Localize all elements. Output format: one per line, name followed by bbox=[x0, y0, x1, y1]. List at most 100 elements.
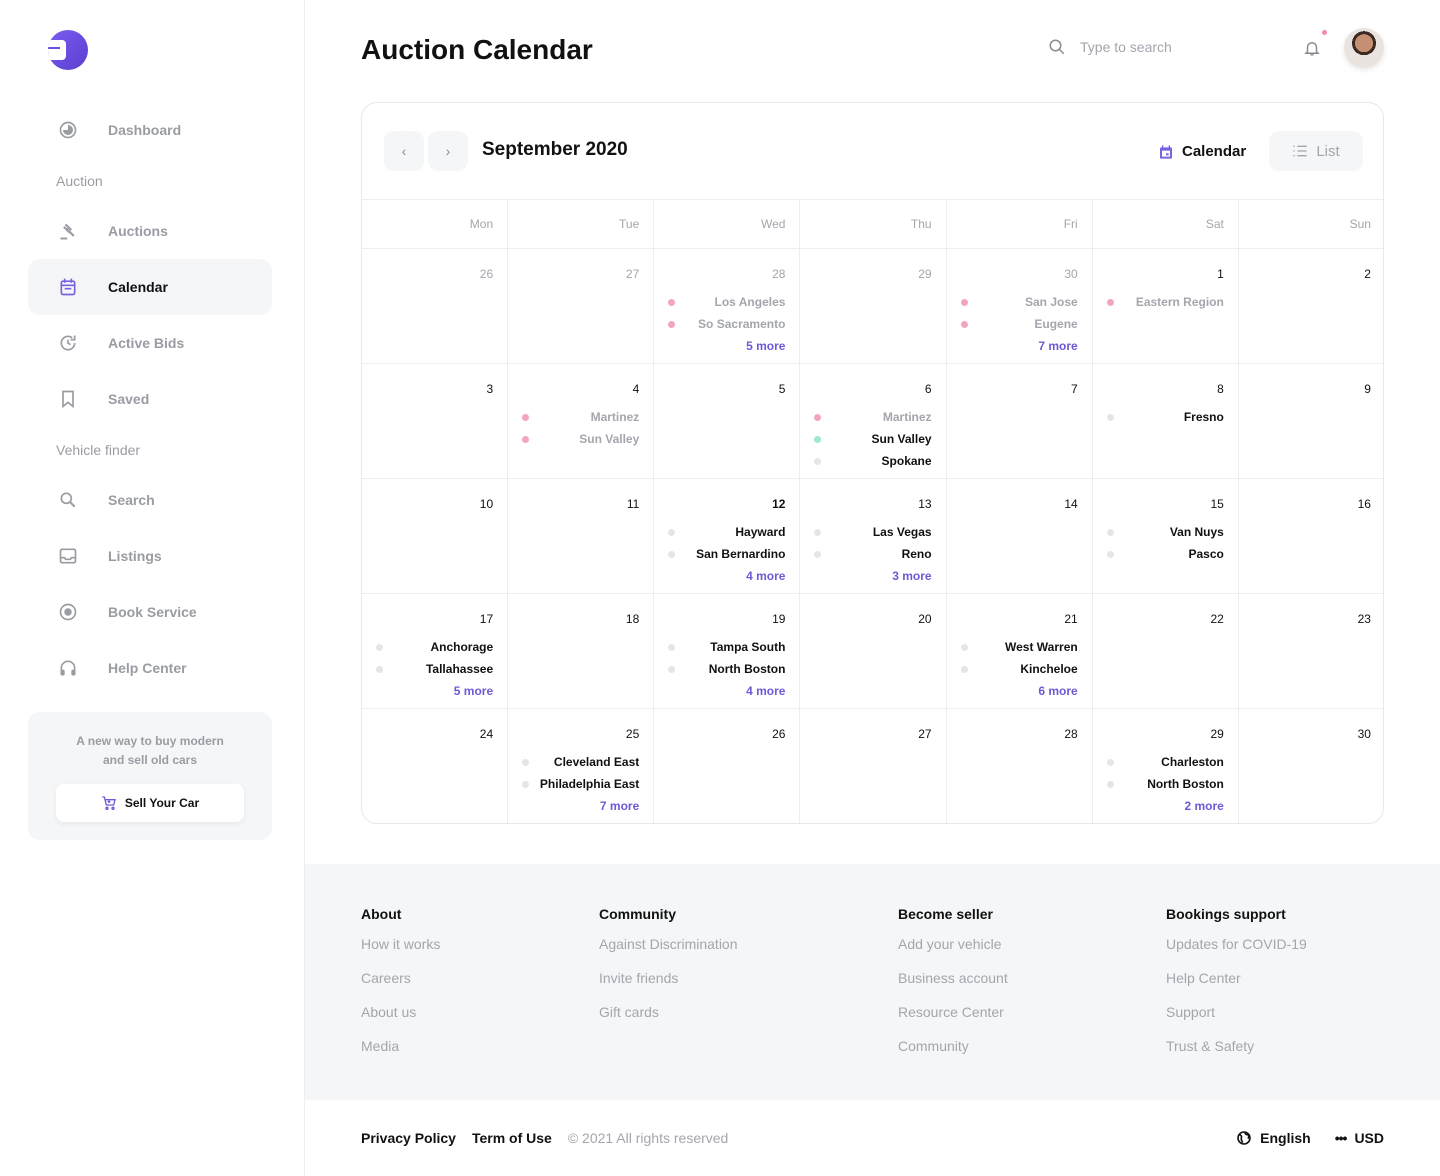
sidebar-item-dashboard[interactable]: Dashboard bbox=[28, 102, 272, 158]
day-cell[interactable]: 28 bbox=[947, 709, 1093, 823]
sidebar-item-search[interactable]: Search bbox=[28, 472, 272, 528]
terms-link[interactable]: Term of Use bbox=[471, 1130, 552, 1146]
sidebar-item-help-center[interactable]: Help Center bbox=[28, 640, 272, 696]
sidebar-item-auctions[interactable]: Auctions bbox=[28, 203, 272, 259]
auction-event[interactable]: Martinez bbox=[522, 406, 639, 428]
day-cell[interactable]: 29 bbox=[800, 249, 947, 364]
day-cell[interactable]: 30 bbox=[1239, 709, 1383, 823]
auction-event[interactable]: Reno bbox=[814, 543, 932, 565]
search-bar[interactable]: Type to search bbox=[1048, 38, 1172, 56]
language-selector[interactable]: English bbox=[1236, 1130, 1311, 1146]
sidebar-item-active-bids[interactable]: Active Bids bbox=[28, 315, 272, 371]
day-cell[interactable]: 23 bbox=[1238, 594, 1383, 709]
day-cell[interactable]: 24 bbox=[362, 709, 509, 823]
auction-event[interactable]: San Bernardino bbox=[668, 543, 785, 565]
auction-event[interactable]: Eugene bbox=[960, 313, 1078, 335]
auction-event[interactable]: Tampa South bbox=[668, 636, 785, 658]
footer-link[interactable]: Against Discrimination bbox=[599, 936, 738, 952]
day-cell[interactable]: 16 bbox=[1238, 479, 1383, 594]
day-cell[interactable]: 18 bbox=[508, 594, 655, 709]
day-cell[interactable]: 4 Martinez Sun Valley bbox=[508, 364, 655, 479]
sidebar-item-saved[interactable]: Saved bbox=[28, 371, 272, 427]
auction-event[interactable]: Anchorage bbox=[376, 636, 493, 658]
day-cell[interactable]: 2 bbox=[1238, 249, 1383, 364]
footer-link[interactable]: Updates for COVID-19 bbox=[1166, 936, 1307, 952]
day-cell[interactable]: 20 bbox=[800, 594, 947, 709]
more-events-link[interactable]: 5 more bbox=[453, 684, 494, 698]
day-cell[interactable]: 28 Los Angeles So Sacramento 5 more bbox=[654, 249, 801, 364]
footer-link[interactable]: Invite friends bbox=[599, 970, 679, 986]
more-events-link[interactable]: 5 more bbox=[746, 339, 786, 353]
day-cell[interactable]: 17 Anchorage Tallahassee 5 more bbox=[362, 594, 509, 709]
sidebar-item-book-service[interactable]: Book Service bbox=[28, 584, 272, 640]
footer-link[interactable]: Media bbox=[361, 1038, 400, 1054]
auction-event[interactable]: Spokane bbox=[814, 450, 932, 472]
privacy-policy-link[interactable]: Privacy Policy bbox=[361, 1130, 456, 1146]
day-cell[interactable]: 26 bbox=[362, 249, 509, 364]
sidebar-item-calendar[interactable]: Calendar bbox=[28, 259, 272, 315]
auction-event[interactable]: Philadelphia East bbox=[522, 773, 639, 795]
auction-event[interactable]: Fresno bbox=[1106, 406, 1224, 428]
day-cell[interactable]: 14 bbox=[946, 479, 1093, 594]
day-cell[interactable]: 15 Van Nuys Pasco bbox=[1092, 479, 1239, 594]
day-cell[interactable]: 5 bbox=[654, 364, 801, 479]
auction-event[interactable]: So Sacramento bbox=[668, 313, 785, 335]
footer-link[interactable]: About us bbox=[361, 1004, 417, 1020]
day-cell[interactable]: 8 Fresno bbox=[1092, 364, 1239, 479]
auction-event[interactable]: Martinez bbox=[814, 406, 932, 428]
more-events-link[interactable]: 4 more bbox=[746, 684, 786, 698]
day-cell[interactable]: 19 Tampa South North Boston 4 more bbox=[654, 594, 801, 709]
day-cell[interactable]: 1 Eastern Region bbox=[1092, 249, 1239, 364]
day-cell[interactable]: 26 bbox=[654, 709, 801, 823]
footer-link[interactable]: How it works bbox=[361, 936, 441, 952]
logo[interactable] bbox=[48, 30, 88, 70]
calendar-view-button[interactable]: Calendar bbox=[1158, 143, 1246, 160]
footer-link[interactable]: Business account bbox=[898, 970, 1008, 986]
currency-selector[interactable]: ••• USD bbox=[1335, 1130, 1384, 1146]
sell-your-car-button[interactable]: Sell Your Car bbox=[56, 784, 244, 822]
list-view-button[interactable]: List bbox=[1269, 131, 1363, 171]
footer-link[interactable]: Help Center bbox=[1166, 970, 1241, 986]
footer-link[interactable]: Resource Center bbox=[898, 1004, 1004, 1020]
auction-event[interactable]: San Jose bbox=[960, 291, 1078, 313]
auction-event[interactable]: Van Nuys bbox=[1106, 521, 1224, 543]
day-cell[interactable]: 12 Hayward San Bernardino 4 more bbox=[654, 479, 801, 594]
more-events-link[interactable]: 7 more bbox=[599, 799, 640, 813]
search-input[interactable]: Type to search bbox=[1080, 39, 1172, 55]
next-month-button[interactable]: › bbox=[428, 131, 468, 171]
day-cell[interactable]: 21 West Warren Kincheloe 6 more bbox=[946, 594, 1093, 709]
more-events-link[interactable]: 3 more bbox=[892, 569, 932, 583]
auction-event[interactable]: Las Vegas bbox=[814, 521, 932, 543]
auction-event[interactable]: Sun Valley bbox=[814, 428, 932, 450]
auction-event[interactable]: Eastern Region bbox=[1106, 291, 1224, 313]
day-cell[interactable]: 22 bbox=[1092, 594, 1239, 709]
auction-event[interactable]: Charleston bbox=[1106, 751, 1224, 773]
prev-month-button[interactable]: ‹ bbox=[384, 131, 424, 171]
avatar[interactable] bbox=[1344, 28, 1384, 68]
notifications-button[interactable] bbox=[1303, 30, 1327, 63]
day-cell[interactable]: 9 bbox=[1238, 364, 1383, 479]
auction-event[interactable]: Tallahassee bbox=[376, 658, 493, 680]
footer-link[interactable]: Careers bbox=[361, 970, 411, 986]
footer-link[interactable]: Trust & Safety bbox=[1166, 1038, 1255, 1054]
day-cell[interactable]: 13 Las Vegas Reno 3 more bbox=[800, 479, 947, 594]
day-cell[interactable]: 30 San Jose Eugene 7 more bbox=[946, 249, 1093, 364]
auction-event[interactable]: Cleveland East bbox=[522, 751, 639, 773]
auction-event[interactable]: Pasco bbox=[1106, 543, 1224, 565]
footer-link[interactable]: Add your vehicle bbox=[898, 936, 1002, 952]
day-cell[interactable]: 10 bbox=[362, 479, 509, 594]
day-cell[interactable]: 29 Charleston North Boston 2 more bbox=[1093, 709, 1239, 823]
auction-event[interactable]: West Warren bbox=[960, 636, 1078, 658]
auction-event[interactable]: Hayward bbox=[668, 521, 785, 543]
day-cell[interactable]: 3 bbox=[362, 364, 509, 479]
more-events-link[interactable]: 7 more bbox=[1038, 339, 1078, 353]
footer-link[interactable]: Gift cards bbox=[599, 1004, 659, 1020]
day-cell[interactable]: 6 Martinez Sun Valley Spokane bbox=[800, 364, 947, 479]
auction-event[interactable]: Los Angeles bbox=[668, 291, 785, 313]
day-cell[interactable]: 11 bbox=[508, 479, 655, 594]
footer-link[interactable]: Community bbox=[898, 1038, 969, 1054]
day-cell[interactable]: 7 bbox=[946, 364, 1093, 479]
auction-event[interactable]: Kincheloe bbox=[960, 658, 1078, 680]
day-cell[interactable]: 27 bbox=[800, 709, 947, 823]
more-events-link[interactable]: 4 more bbox=[746, 569, 786, 583]
